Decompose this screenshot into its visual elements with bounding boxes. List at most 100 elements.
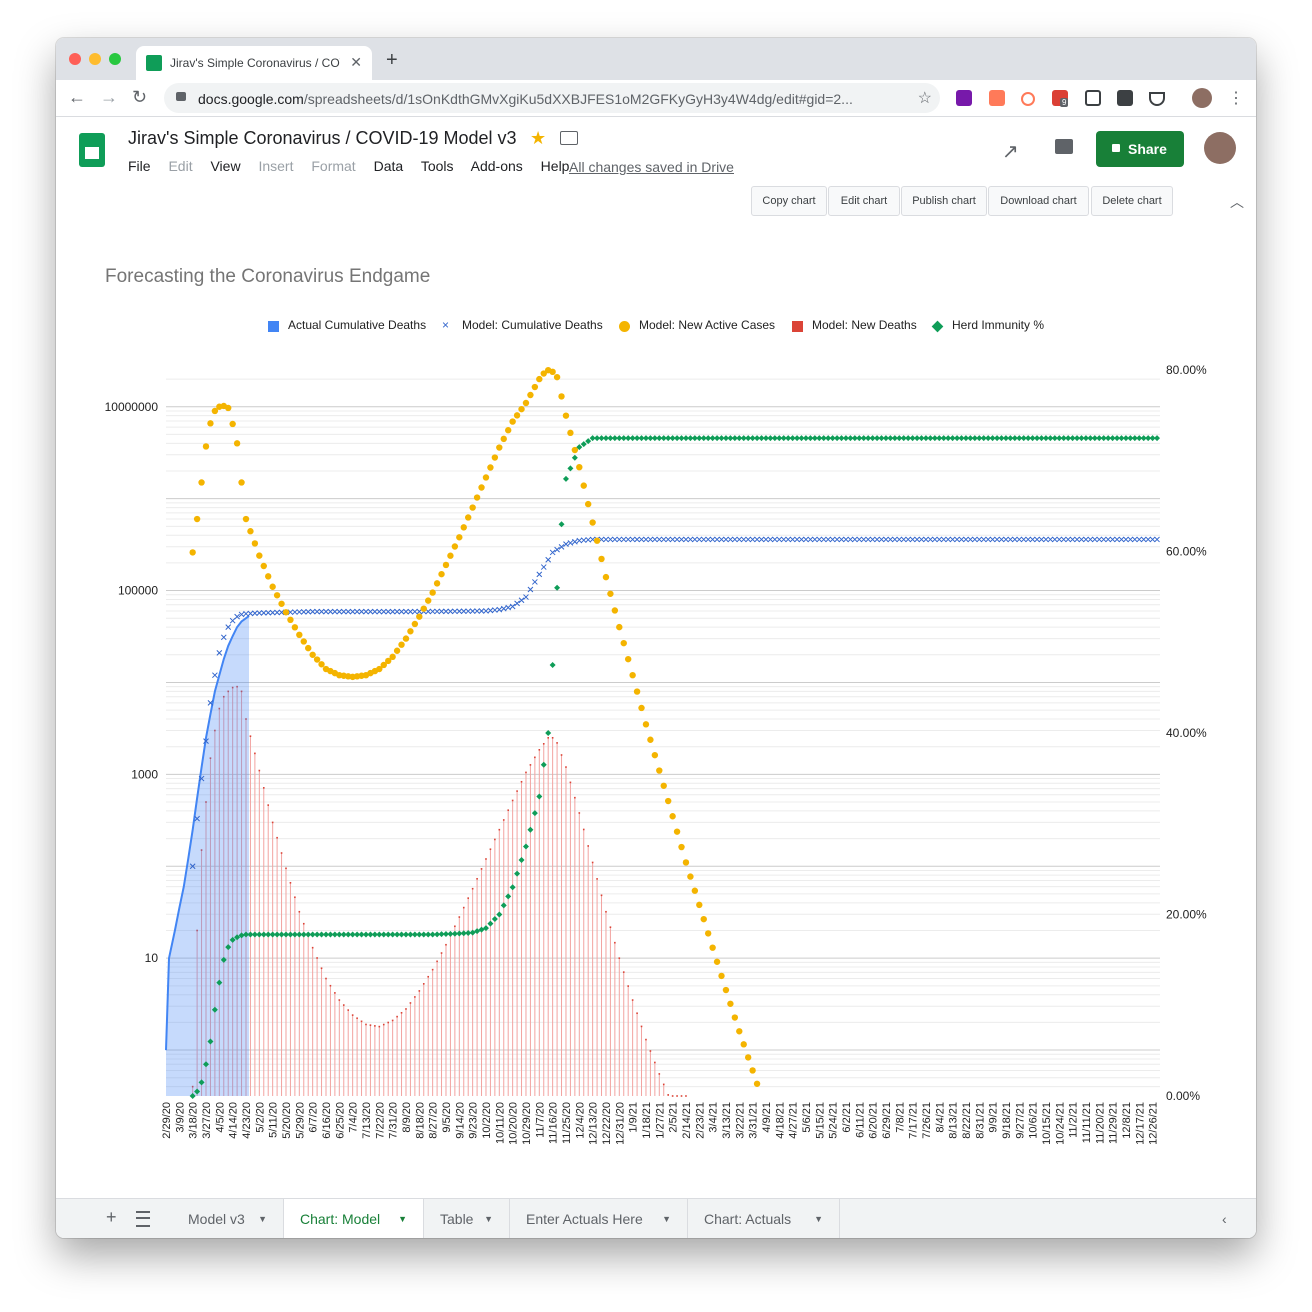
model-cumulative-marker [1096,536,1103,543]
minimize-window-button[interactable] [89,53,101,65]
back-arrow-icon[interactable]: ← [68,87,86,107]
new-deaths-point [422,983,425,985]
tab-chart-actuals[interactable]: Chart: Actuals ▼ [688,1199,840,1238]
menu-format[interactable]: Format [311,158,356,174]
new-active-cases-point [447,552,454,559]
tab-table[interactable]: Table ▼ [424,1199,510,1238]
new-deaths-point [378,1025,381,1028]
menu-insert[interactable]: Insert [258,158,294,174]
new-active-cases-point [696,901,703,909]
new-tab-icon[interactable]: + [386,49,398,71]
model-cumulative-marker [300,608,307,615]
edit-chart-button[interactable]: Edit chart [828,186,900,216]
add-sheet-icon[interactable]: + [106,1207,117,1227]
menu-help[interactable]: Help [540,158,570,174]
new-active-cases-point [722,986,730,994]
save-status-link[interactable]: All changes saved in Drive [569,159,734,175]
browser-tab[interactable]: Jirav's Simple Coronavirus / COVID-19 Mo… [136,46,372,80]
new-active-cases-point [473,494,481,501]
explore-trend-icon[interactable]: ↗ [1002,141,1019,163]
new-deaths-point [569,781,572,784]
model-cumulative-marker [785,536,792,543]
new-deaths-point [285,867,287,870]
model-cumulative-marker [905,536,912,543]
model-cumulative-marker [558,544,565,550]
menu-file[interactable]: File [128,158,151,174]
address-bar[interactable]: docs.google.com/spreadsheets/d/1sOnKdthG… [164,83,940,113]
new-active-cases-point [442,561,450,569]
chart-container[interactable]: Forecasting the Coronavirus Endgame Actu… [56,218,1256,1198]
x-tick-label: 10/24/21 [1054,1102,1066,1145]
new-active-cases-point [229,420,236,428]
delete-chart-button[interactable]: Delete chart [1091,186,1173,216]
forward-arrow-icon[interactable]: → [100,87,118,107]
screenshot-extension-icon[interactable] [1085,90,1101,106]
tab-dropdown-icon[interactable]: ▼ [398,1214,407,1224]
model-cumulative-marker [976,536,983,543]
new-deaths-point [262,787,265,789]
herd-immunity-point [411,931,418,938]
document-title[interactable]: Jirav's Simple Coronavirus / COVID-19 Mo… [128,128,517,148]
zoom-window-button[interactable] [109,53,121,65]
publish-chart-button[interactable]: Publish chart [901,186,987,216]
herd-immunity-point [625,435,632,442]
new-deaths-point [205,801,207,803]
herd-immunity-point [1034,435,1041,442]
hubspot-sprocket-icon[interactable] [1021,92,1035,106]
copy-chart-button[interactable]: Copy chart [751,186,827,216]
herd-immunity-point [838,435,845,442]
tab-chart-model[interactable]: Chart: Model ▼ [284,1199,424,1238]
model-cumulative-marker [314,608,320,615]
model-cumulative-marker [669,536,676,543]
buffer-extension-icon[interactable] [1117,90,1133,106]
herd-immunity-point [940,435,947,442]
pocket-extension-icon[interactable] [1149,92,1165,106]
close-window-button[interactable] [69,53,81,65]
model-cumulative-marker [803,536,809,543]
model-cumulative-marker [1065,536,1072,543]
todoist-extension-icon[interactable]: 9 [1052,90,1069,107]
hubspot-extension-icon[interactable] [989,90,1005,106]
herd-immunity-point [336,931,343,938]
model-cumulative-marker [256,610,263,616]
tab-dropdown-icon[interactable]: ▼ [662,1214,671,1224]
new-deaths-point [267,804,270,806]
tab-dropdown-icon[interactable]: ▼ [258,1214,267,1224]
herd-immunity-point [354,931,361,938]
new-deaths-point [347,1009,350,1011]
scroll-tabs-left-icon[interactable]: ‹ [1222,1211,1227,1227]
menu-edit[interactable]: Edit [168,158,193,174]
tab-model-v3[interactable]: Model v3 ▼ [172,1199,284,1238]
comment-icon[interactable] [1055,139,1073,154]
new-deaths-point [369,1024,372,1026]
new-deaths-series [191,685,687,1097]
menu-add-ons[interactable]: Add-ons [470,158,523,174]
new-active-cases-point [211,407,219,415]
all-sheets-list-icon[interactable] [136,1211,150,1227]
share-button[interactable]: Share [1096,131,1184,167]
model-cumulative-marker [931,536,938,543]
x-tick-label: 12/17/21 [1134,1102,1146,1145]
account-avatar[interactable] [1204,132,1236,164]
bookmark-star-icon[interactable]: ☆ [917,90,932,107]
star-icon[interactable]: ★ [530,128,547,148]
herd-immunity-point [634,435,641,442]
download-chart-button[interactable]: Download chart [988,186,1089,216]
menu-tools[interactable]: Tools [420,158,454,174]
herd-immunity-point [1096,435,1103,442]
profile-avatar-icon[interactable] [1192,88,1212,108]
herd-immunity-point [1038,435,1045,442]
menu-view[interactable]: View [210,158,241,174]
tab-enter-actuals-here[interactable]: Enter Actuals Here ▼ [510,1199,688,1238]
model-cumulative-marker [438,608,445,615]
menu-data[interactable]: Data [373,158,404,174]
browser-menu-icon[interactable]: ⋮ [1228,90,1244,107]
onenote-extension-icon[interactable] [956,90,972,106]
tab-dropdown-icon[interactable]: ▼ [484,1214,493,1224]
sheets-logo-icon[interactable] [79,133,105,167]
reload-icon[interactable]: ↻ [132,87,148,107]
tab-close-icon[interactable]: ✕ [350,54,362,70]
tab-dropdown-icon[interactable]: ▼ [814,1214,823,1224]
move-to-folder-icon[interactable] [560,131,578,145]
collapse-chevron-up-icon[interactable]: ︿ [1230,194,1244,210]
